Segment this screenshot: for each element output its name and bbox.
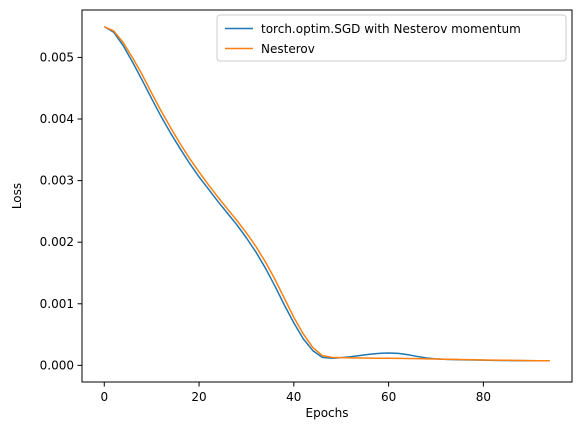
legend-label-nesterov: Nesterov xyxy=(261,42,315,56)
y-tick-label: 0.000 xyxy=(40,358,74,372)
y-tick-label: 0.003 xyxy=(40,174,74,188)
x-axis-label: Epochs xyxy=(306,406,349,420)
x-tick-label: 20 xyxy=(191,390,206,404)
x-tick-label: 40 xyxy=(286,390,301,404)
x-tick-label: 0 xyxy=(100,390,108,404)
x-tick-label: 80 xyxy=(476,390,491,404)
y-tick-label: 0.001 xyxy=(40,297,74,311)
legend-label-sgd-nesterov: torch.optim.SGD with Nesterov momentum xyxy=(261,22,521,36)
legend-box xyxy=(216,14,567,62)
series-layer xyxy=(103,25,550,362)
y-axis-label: Loss xyxy=(10,183,24,209)
series-line-1 xyxy=(103,25,550,362)
y-tick-label: 0.004 xyxy=(40,112,74,126)
y-tick-label: 0.005 xyxy=(40,50,74,64)
x-tick-label: 60 xyxy=(381,390,396,404)
legend: torch.optim.SGD with Nesterov momentum N… xyxy=(216,14,567,62)
x-axis-ticks: 0 20 40 60 80 xyxy=(100,382,491,404)
y-tick-label: 0.002 xyxy=(40,235,74,249)
y-axis-ticks: 0.000 0.001 0.002 0.003 0.004 0.005 xyxy=(40,50,82,372)
plot-area-frame xyxy=(81,9,573,383)
